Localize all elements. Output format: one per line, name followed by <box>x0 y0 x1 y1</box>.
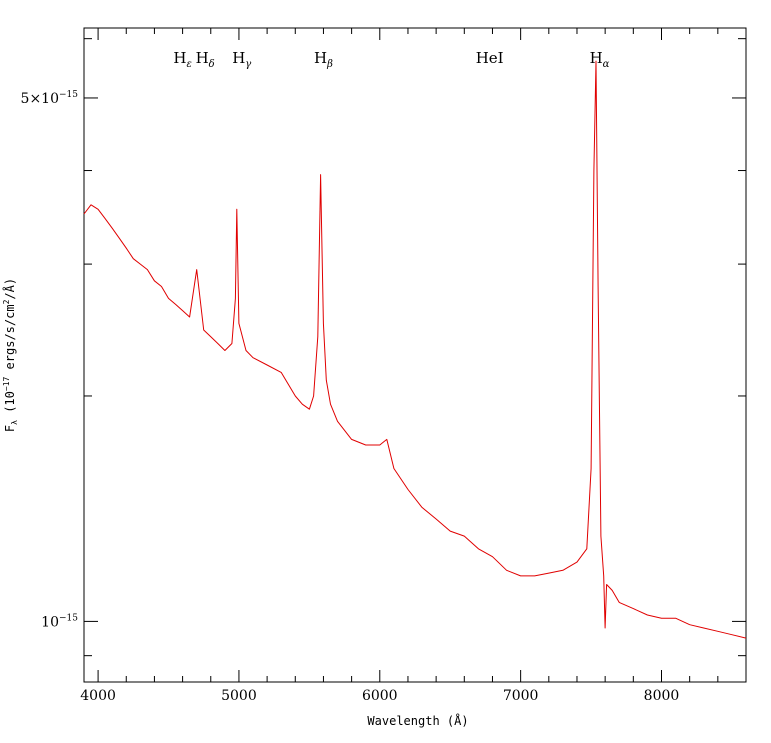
x-tick-label: 5000 <box>221 688 257 704</box>
y-tick-label: 10−15 <box>41 613 78 630</box>
emission-line-labels: Hε Hδ Hγ Hβ HeI Hα <box>173 49 609 70</box>
x-tick-label: 7000 <box>503 688 539 704</box>
x-tick-label: 4000 <box>80 688 116 704</box>
y-axis-label: Fλ (10−17 ergs/s/cm2/Å) <box>2 278 19 432</box>
emission-line-label: Hδ <box>196 49 215 70</box>
spectrum-series-line <box>83 60 747 639</box>
x-tick-label: 8000 <box>644 688 680 704</box>
x-axis-label: Wavelength (Å) <box>367 713 468 728</box>
emission-line-label: Hβ <box>314 49 333 70</box>
emission-line-label: Hγ <box>232 49 251 70</box>
emission-line-label: Hε <box>173 49 191 70</box>
axis-ticks <box>84 28 747 682</box>
y-tick-label: 5×10−15 <box>21 90 79 107</box>
emission-line-label: Hα <box>590 49 610 70</box>
emission-line-label: HeI <box>476 49 504 67</box>
plot-frame <box>83 27 747 683</box>
y-tick-labels: 5×10−15 10−15 <box>21 90 79 630</box>
x-tick-labels: 4000 5000 6000 7000 8000 <box>80 688 679 704</box>
x-tick-label: 6000 <box>362 688 398 704</box>
